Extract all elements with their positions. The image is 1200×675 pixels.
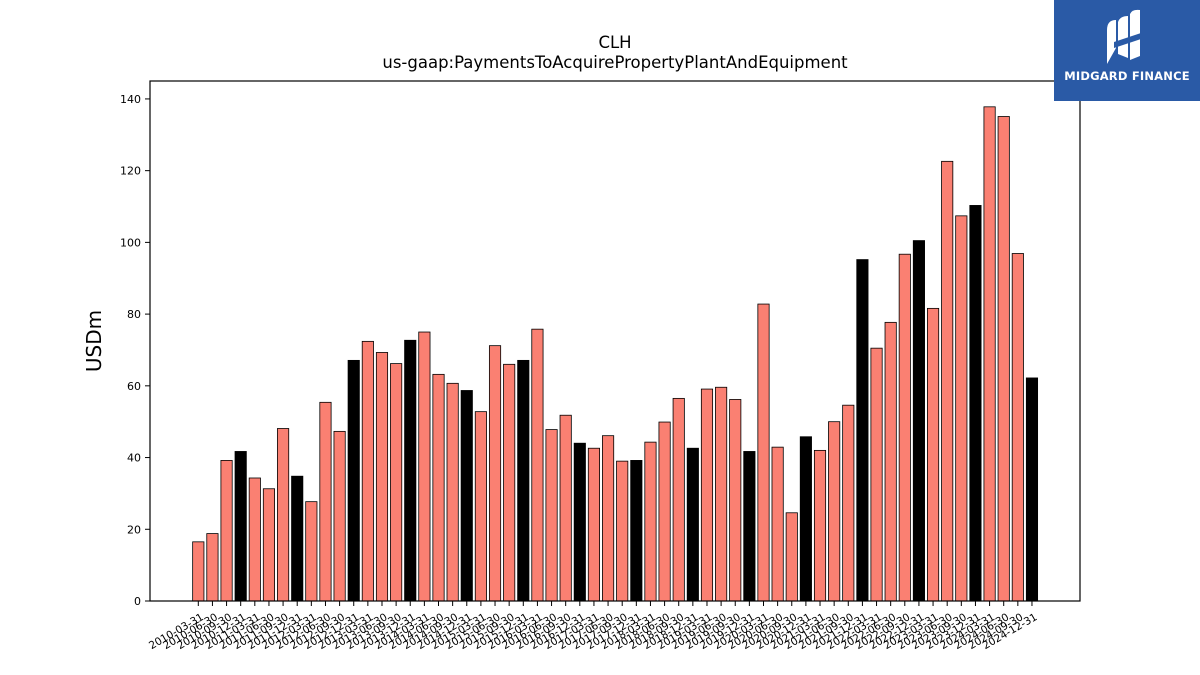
y-tick-label: 80 xyxy=(127,308,141,321)
bar-2018-06-30 xyxy=(658,421,671,602)
bar-2018-12-31 xyxy=(686,447,699,602)
bar-2024-09-30 xyxy=(1011,253,1024,602)
bar-2019-03-31 xyxy=(700,388,714,602)
bar-2020-03-31 xyxy=(757,303,770,602)
bar-2023-09-30 xyxy=(955,215,968,602)
bar-2020-12-31 xyxy=(799,436,812,602)
y-axis: 0 20 40 60 80 100 120 140 xyxy=(120,93,150,608)
bar-2014-09-30 xyxy=(446,382,459,602)
bar-2015-06-30 xyxy=(488,345,502,602)
y-tick-label: 20 xyxy=(127,523,141,536)
bar-2011-12-31 xyxy=(291,475,304,602)
bar-2021-09-30 xyxy=(842,404,855,602)
bar-2021-03-31 xyxy=(813,449,827,602)
y-axis-label: USDm xyxy=(82,310,106,372)
bar-2012-12-31 xyxy=(347,359,360,602)
bar-2014-12-31 xyxy=(460,390,473,602)
bar-2024-03-31 xyxy=(983,106,996,602)
bar-2021-12-31 xyxy=(856,259,869,602)
bar-2013-03-31 xyxy=(361,340,374,602)
bar-2010-03-31 xyxy=(192,541,205,602)
bar-2024-12-31 xyxy=(1025,377,1039,602)
bar-2018-09-30 xyxy=(672,397,685,602)
bar-2010-12-31 xyxy=(234,451,247,602)
bar-2020-09-30 xyxy=(785,512,798,602)
x-axis: 2010-03-312010-06-302010-09-302010-12-31… xyxy=(147,601,1039,652)
bar-2019-09-30 xyxy=(729,399,742,602)
bar-2013-12-31 xyxy=(404,339,417,602)
bar-2023-06-30 xyxy=(941,160,954,602)
bar-2016-09-30 xyxy=(559,414,572,602)
bar-2016-03-31 xyxy=(531,328,544,602)
y-tick-label: 140 xyxy=(120,93,141,106)
bar-2015-09-30 xyxy=(503,363,516,602)
bar-2017-03-31 xyxy=(587,447,600,602)
plot-frame xyxy=(149,80,1081,602)
y-tick-label: 40 xyxy=(127,452,141,465)
y-tick-label: 0 xyxy=(134,595,141,608)
bar-2017-06-30 xyxy=(602,435,615,602)
bar-2010-09-30 xyxy=(220,460,233,602)
bar-2012-09-30 xyxy=(333,430,346,602)
bar-2010-06-30 xyxy=(206,533,219,602)
bar-2017-12-31 xyxy=(630,460,643,602)
bar-2011-03-31 xyxy=(248,477,261,602)
y-tick-label: 100 xyxy=(120,236,141,249)
bar-2011-09-30 xyxy=(277,428,290,602)
bar-2016-12-31 xyxy=(573,442,586,602)
bar-2024-06-30 xyxy=(997,116,1010,602)
bar-2021-06-30 xyxy=(828,421,841,602)
bar-2018-03-31 xyxy=(644,441,657,602)
bar-2019-12-31 xyxy=(743,451,756,602)
chart-title: CLH xyxy=(598,33,631,52)
bar-2015-03-31 xyxy=(474,411,487,602)
y-tick-label: 120 xyxy=(120,165,141,178)
bar-2020-06-30 xyxy=(771,446,784,602)
bar-2022-12-31 xyxy=(912,240,925,602)
bar-2011-06-30 xyxy=(262,488,275,602)
logo-text: MIDGARD FINANCE xyxy=(1064,69,1190,83)
y-tick-label: 60 xyxy=(127,380,141,393)
bar-2012-06-30 xyxy=(319,401,332,602)
bar-2016-06-30 xyxy=(545,429,558,602)
bars xyxy=(192,106,1039,602)
bar-2019-06-30 xyxy=(715,386,728,602)
bar-2015-12-31 xyxy=(517,359,530,602)
bar-2023-03-31 xyxy=(927,307,940,602)
bar-2022-06-30 xyxy=(884,321,897,602)
bar-2022-03-31 xyxy=(870,347,883,602)
bar-2013-09-30 xyxy=(390,363,403,602)
bar-2014-03-31 xyxy=(418,331,431,602)
bar-2014-06-30 xyxy=(432,373,445,602)
bar-2022-09-30 xyxy=(898,253,911,602)
bar-2023-12-31 xyxy=(969,205,982,602)
midgard-finance-logo: MIDGARD FINANCE xyxy=(1054,0,1200,101)
bar-2012-03-31 xyxy=(305,501,318,602)
bar-2017-09-30 xyxy=(616,460,629,602)
chart-subtitle: us-gaap:PaymentsToAcquirePropertyPlantAn… xyxy=(382,53,848,72)
bar-2013-06-30 xyxy=(375,352,389,602)
midgard-logo-icon xyxy=(1107,9,1144,64)
